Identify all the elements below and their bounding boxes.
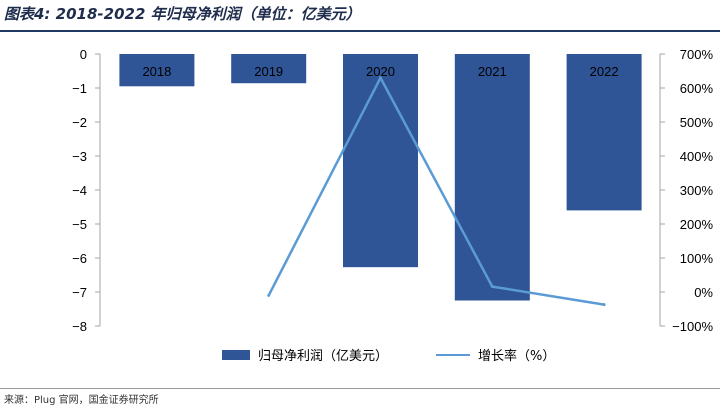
right-axis: 700% 600% 500% 400% 300% 200% 100% 0% −100% [659, 47, 714, 334]
bar-2019 [231, 54, 307, 84]
bar-2022 [566, 54, 642, 211]
chart-title: 图表4: 2018-2022 年归母净利润（单位：亿美元） [4, 5, 361, 23]
category-label-2018: 2018 [142, 64, 171, 79]
right-tick-label: −100% [672, 319, 713, 334]
left-tick-label: −4 [72, 183, 87, 198]
legend: 归母净利润（亿美元） 增长率（%） [222, 348, 555, 364]
right-tick-label: 200% [680, 217, 714, 232]
right-tick-label: 0% [694, 285, 713, 300]
line-series [267, 76, 606, 307]
left-tick-label: −6 [72, 251, 87, 266]
right-tick-label: 700% [680, 47, 714, 62]
title-divider [0, 30, 720, 32]
growth-rate-point [379, 76, 382, 80]
left-axis: 0 −1 −2 −3 −4 −5 −6 −7 −8 [72, 47, 101, 334]
bar-2020 [343, 54, 418, 268]
legend-bar-swatch [222, 350, 250, 360]
legend-line-label: 增长率（%） [478, 348, 555, 364]
growth-rate-point [490, 285, 494, 289]
left-tick-label: −3 [72, 149, 87, 164]
category-label-2021: 2021 [478, 64, 507, 79]
left-tick-label: −8 [72, 319, 87, 334]
growth-rate-point [267, 293, 271, 297]
bar-series [119, 54, 642, 301]
category-label-2022: 2022 [590, 64, 619, 79]
source-note: 来源：Plug 官网，国金证券研究所 [4, 395, 159, 406]
category-label-2020: 2020 [366, 64, 395, 79]
right-tick-label: 300% [680, 183, 714, 198]
left-tick-label: −1 [72, 81, 87, 96]
bar-2021 [454, 54, 530, 301]
category-label-2019: 2019 [254, 64, 283, 79]
source-divider [0, 388, 720, 389]
left-tick-label: −7 [72, 285, 87, 300]
left-tick-label: −5 [72, 217, 87, 232]
category-labels: 2018 2019 2020 2021 2022 [142, 64, 618, 79]
right-tick-label: 600% [680, 81, 714, 96]
right-tick-label: 400% [680, 149, 714, 164]
left-tick-label: −2 [72, 115, 87, 130]
right-tick-label: 100% [680, 251, 714, 266]
growth-rate-point [602, 303, 606, 307]
growth-rate-line [267, 76, 605, 306]
bar-2018 [119, 54, 195, 87]
legend-bar-label: 归母净利润（亿美元） [258, 349, 388, 364]
chart-canvas: 0 −1 −2 −3 −4 −5 −6 −7 −8 700% 600% 500% 400% 300% 20… [72, 47, 714, 364]
right-tick-label: 500% [680, 115, 714, 130]
left-tick-label: 0 [80, 47, 87, 62]
